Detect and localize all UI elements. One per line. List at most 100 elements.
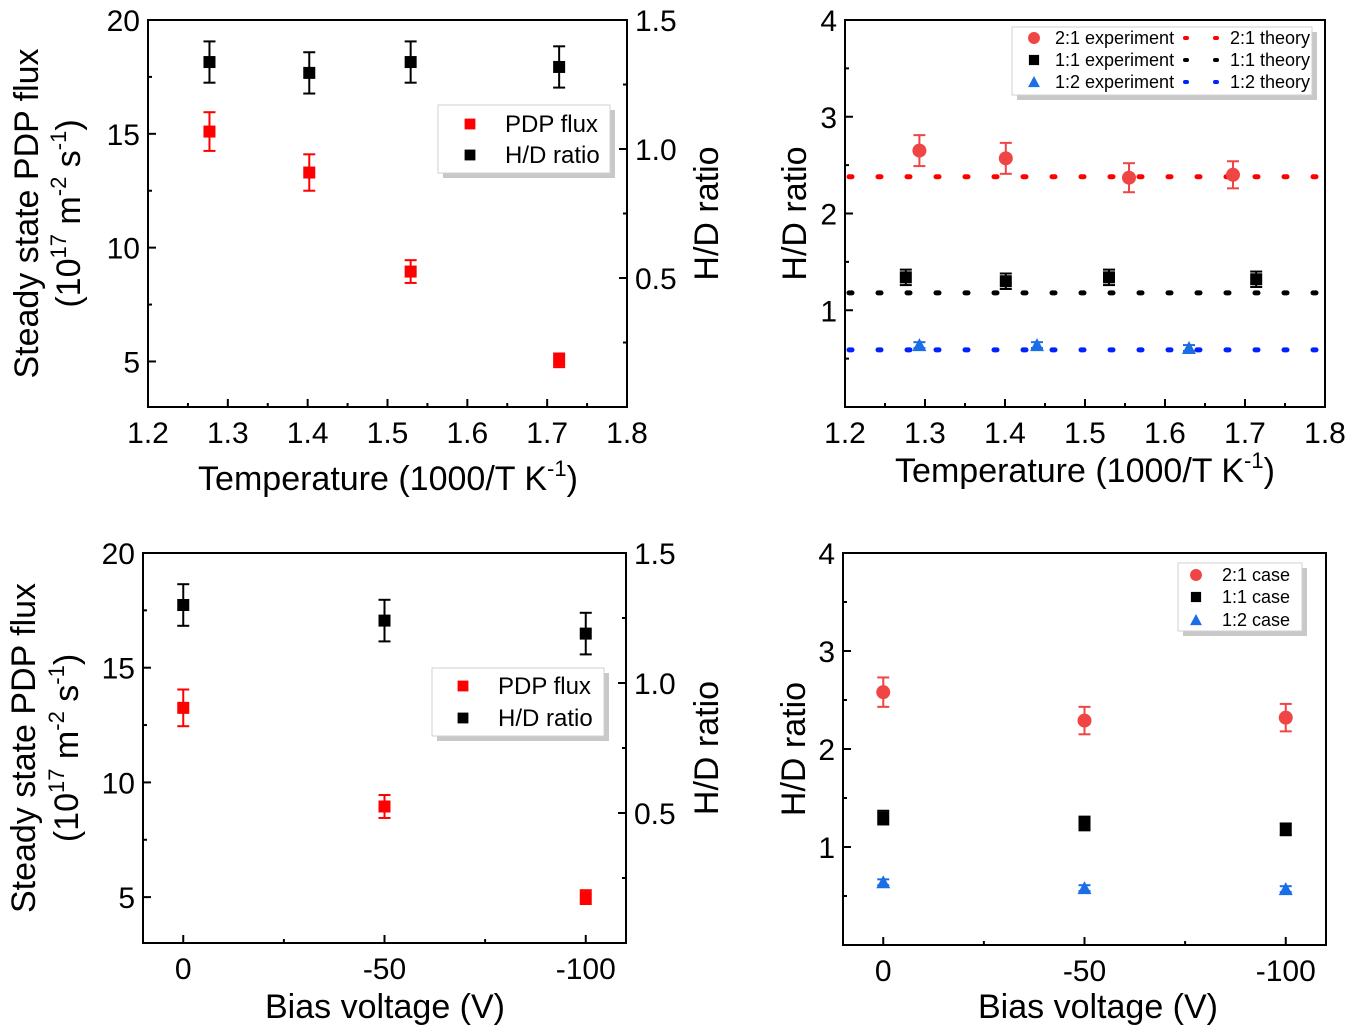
y2-tick-label: 1.0 xyxy=(634,668,676,701)
data-point xyxy=(1122,170,1136,185)
x-tick-label: 1.6 xyxy=(446,417,488,450)
legend-box xyxy=(437,104,611,174)
legend-theory-label: 1:2 theory xyxy=(1230,72,1310,92)
legend: PDP flux H/D ratio xyxy=(431,667,609,741)
y-axis-label: H/D ratio xyxy=(776,146,814,280)
legend-theory-label: 1:1 theory xyxy=(1230,50,1310,70)
legend-marker xyxy=(464,118,476,130)
panel-d: 0 -50 -100 1 2 3 4 Bias voltage (V) H/D ratio 2:1… xyxy=(775,538,1327,1026)
y-tick-label: 20 xyxy=(102,538,135,571)
x-tick-label: 1.6 xyxy=(1144,417,1186,450)
y-tick-label: 10 xyxy=(102,767,135,800)
series-1-2-experiment xyxy=(912,338,1196,354)
x-tick-label: 1.4 xyxy=(984,417,1026,450)
y-tick-label: 3 xyxy=(820,102,837,135)
data-point xyxy=(404,56,417,69)
x-axis-label: Bias voltage (V) xyxy=(265,988,505,1026)
data-point xyxy=(1103,271,1115,284)
legend-label: PDP flux xyxy=(505,111,598,138)
legend-marker xyxy=(1190,614,1202,626)
y2-axis-label: H/D ratio xyxy=(688,146,726,280)
data-point xyxy=(303,166,316,179)
series-pdp-flux xyxy=(203,111,566,369)
data-point xyxy=(1030,338,1044,352)
x-tick-label: 0 xyxy=(175,953,192,986)
data-point xyxy=(1250,273,1263,286)
legend-marker xyxy=(1190,591,1202,603)
y-tick-label: 5 xyxy=(118,882,135,915)
y-axis-label-sup: 17 xyxy=(46,234,71,258)
data-point xyxy=(1078,817,1091,830)
legend-label: H/D ratio xyxy=(498,705,593,732)
y-axis-label-sup: -1 xyxy=(46,131,71,151)
x-axis-label: Temperature (1000/T K-1) xyxy=(895,448,1275,490)
x-tick-label: 1.4 xyxy=(287,417,329,450)
series-1-1-experiment xyxy=(899,268,1263,290)
legend-label: 1:1 case xyxy=(1222,587,1290,607)
y2-tick-label: 0.5 xyxy=(634,798,676,831)
x-tick-label: 1.5 xyxy=(1064,417,1106,450)
data-point xyxy=(998,151,1013,166)
x-axis-label-text: Bias voltage (V) xyxy=(978,988,1218,1026)
y2-tick-label: 1.0 xyxy=(635,134,677,167)
y-axis-label-units: (1017 m-2 s-1) xyxy=(44,654,86,842)
plot-frame xyxy=(147,19,628,408)
data-point xyxy=(1077,713,1092,728)
series-h-d-ratio xyxy=(203,40,566,95)
panel-a: 1.2 1.3 1.4 1.5 1.6 1.7 1.8 5 10 15 20 0.5 1.0 1.5 H/D… xyxy=(8,5,726,498)
data-point xyxy=(177,701,190,714)
x-tick-label: -100 xyxy=(556,953,616,986)
legend-marker xyxy=(1028,54,1040,66)
y-tick-label: 20 xyxy=(107,5,140,38)
y-tick-label: 1 xyxy=(818,832,835,865)
y-axis-label-sup: -2 xyxy=(44,711,69,731)
x-axis-label: Bias voltage (V) xyxy=(978,988,1218,1026)
y-axis-label-part: (10 xyxy=(48,793,86,842)
y-axis-label-part: m xyxy=(50,196,88,234)
data-point xyxy=(1279,823,1292,836)
data-point xyxy=(912,143,927,158)
legend-marker xyxy=(464,149,476,161)
legend-marker xyxy=(457,712,469,724)
x-tick-label: 1.3 xyxy=(207,417,249,450)
y-axis-label-units: (1017 m-2 s-1) xyxy=(46,119,88,307)
legend-label: PDP flux xyxy=(498,673,591,700)
y-axis-label-sup: 17 xyxy=(44,769,69,793)
legend-theory-label: 2:1 theory xyxy=(1230,28,1310,48)
data-point xyxy=(999,275,1012,288)
legend-box xyxy=(431,667,605,737)
data-point xyxy=(553,60,566,73)
data-point xyxy=(876,875,891,889)
y-tick-label: 15 xyxy=(102,653,135,686)
x-axis-label-sup: -1 xyxy=(1244,448,1264,473)
data-point xyxy=(404,265,417,278)
y-axis-label-part: s xyxy=(50,150,88,176)
data-point xyxy=(203,125,216,138)
series-1-1-case xyxy=(877,809,1292,837)
data-point xyxy=(378,614,391,627)
x-axis-label: Temperature (1000/T K-1) xyxy=(198,456,578,498)
series-2-1-case xyxy=(876,676,1293,736)
data-point xyxy=(1278,710,1293,725)
x-tick-label: 1.7 xyxy=(526,417,568,450)
legend-label: 1:2 experiment xyxy=(1055,72,1174,92)
y-axis-label: H/D ratio xyxy=(775,682,813,816)
data-point xyxy=(1226,167,1240,182)
y-tick-label: 4 xyxy=(820,5,837,38)
legend: PDP flux H/D ratio xyxy=(437,104,615,178)
y-tick-label: 2 xyxy=(818,734,835,767)
series-2-1-experiment xyxy=(912,134,1240,194)
legend-label: H/D ratio xyxy=(505,142,600,169)
x-tick-label: 0 xyxy=(875,955,892,988)
y-tick-label: 2 xyxy=(820,199,837,232)
y-axis-label-sup: -1 xyxy=(44,665,69,685)
data-point xyxy=(579,891,592,904)
y-tick-label: 1 xyxy=(820,295,837,328)
data-point xyxy=(912,338,927,352)
legend-label: 1:2 case xyxy=(1222,610,1290,630)
x-tick-label: -100 xyxy=(1256,955,1316,988)
y-axis-label-part: s xyxy=(48,685,86,711)
x-axis-label-end: ) xyxy=(567,460,578,498)
